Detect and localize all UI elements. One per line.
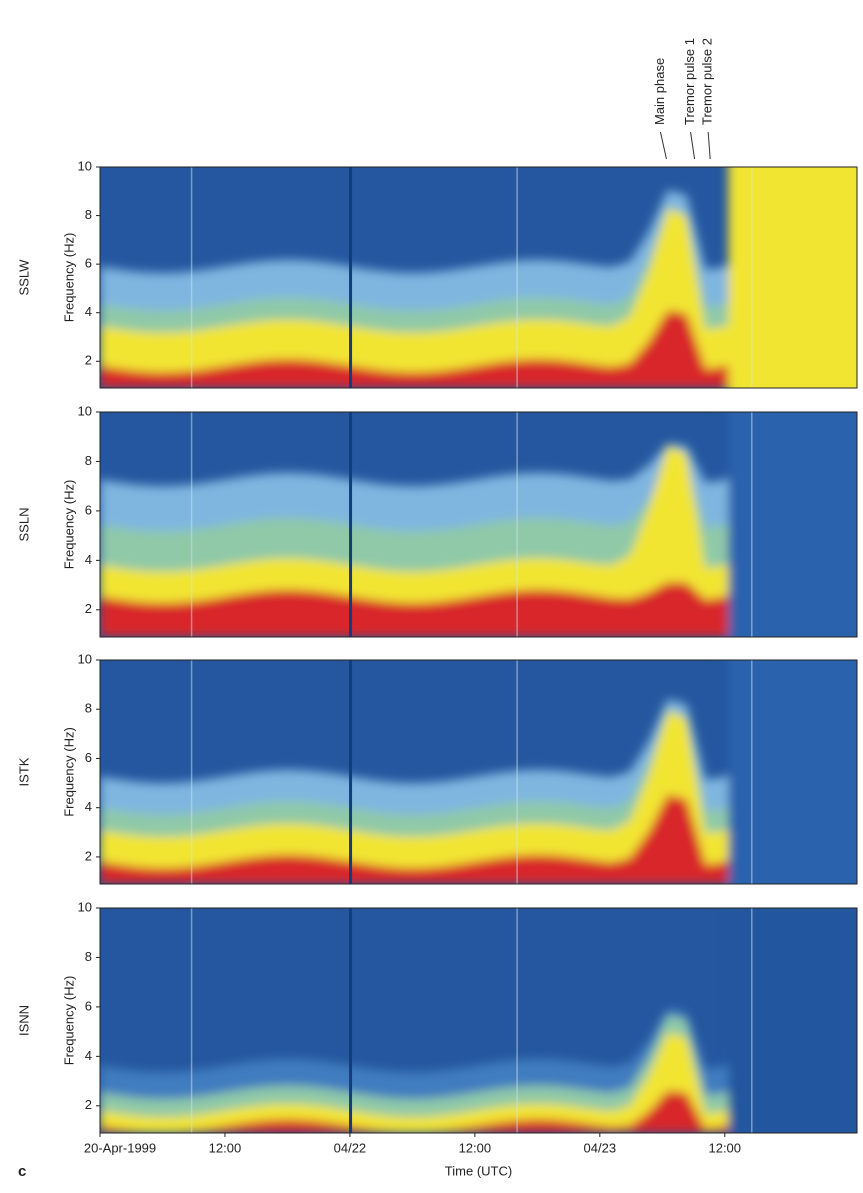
y-tick-label: 10 [78,158,92,173]
y-tick-label: 4 [85,552,92,567]
y-tick-label: 6 [85,256,92,271]
station-label: SSLW [16,259,31,296]
spectrogram-band [100,582,857,637]
spectrogram-texture [100,167,857,388]
x-axis-label: Time (UTC) [445,1163,512,1178]
spectrogram-streak [516,167,518,388]
spectrogram-streak [349,412,353,637]
panel-label: c [18,1163,26,1180]
spectrogram [100,908,857,1133]
spectrogram-streak [751,660,753,884]
y-axis-label: Frequency (Hz) [61,233,76,323]
y-tick-label: 6 [85,502,92,517]
spectrogram-streak [751,908,753,1133]
x-tick-label: 04/22 [334,1140,367,1155]
y-axis-label: Frequency (Hz) [61,480,76,570]
spectrogram-streak [751,167,753,388]
y-tick-label: 8 [85,949,92,964]
y-tick-label: 8 [85,207,92,222]
frame [99,659,858,885]
y-tick-label: 10 [78,403,92,418]
y-tick-label: 2 [85,601,92,616]
spectrogram-late [728,167,857,388]
y-axis-label: Frequency (Hz) [61,976,76,1066]
annotation: Tremor pulse 2 [700,38,715,125]
y-tick-label: 6 [85,750,92,765]
spectrogram-streak [516,908,518,1133]
spectrogram-streak [349,167,353,388]
spectrogram-band [100,1090,857,1133]
spectrogram-streak [349,908,353,1133]
y-tick-label: 2 [85,353,92,368]
x-tick-label: 12:00 [708,1140,741,1155]
y-tick-label: 10 [78,899,92,914]
y-tick-label: 4 [85,1048,92,1063]
y-tick-label: 2 [85,848,92,863]
spectrogram-band [100,310,857,388]
annotation-line [707,131,711,160]
x-tick-label: 20-Apr-1999 [84,1140,156,1155]
annotation: Tremor pulse 1 [682,38,697,125]
spectrogram-streak [190,167,193,388]
station-label: SSLN [16,508,31,542]
y-tick-label: 10 [78,651,92,666]
spectrogram-streak [516,412,518,637]
y-axis-label: Frequency (Hz) [61,727,76,817]
frame [99,907,858,1134]
spectrogram [100,412,857,637]
spectrogram-texture [100,660,857,884]
spectrogram [100,660,857,884]
annotation: Main phase [652,58,667,125]
annotation-line [690,131,696,160]
spectrogram-streak [190,412,193,637]
frame [99,166,858,389]
station-label: ISNN [16,1005,31,1036]
spectrogram-streak [190,660,193,884]
spectrogram-texture [100,412,857,637]
y-tick-label: 4 [85,304,92,319]
spectrogram [100,167,857,388]
annotation-line [659,131,667,160]
spectrogram-streak [516,660,518,884]
frame [99,411,858,638]
spectrogram-streak [349,660,353,884]
spectrogram-late [728,412,857,637]
spectrogram-texture [100,908,857,1133]
spectrogram-late [728,908,857,1133]
y-tick-label: 8 [85,453,92,468]
x-tick-label: 04/23 [584,1140,617,1155]
spectrogram-streak [190,908,193,1133]
x-tick-label: 12:00 [209,1140,242,1155]
y-tick-label: 2 [85,1097,92,1112]
spectrogram-late [728,660,857,884]
y-tick-label: 8 [85,701,92,716]
station-label: ISTK [16,757,31,786]
y-tick-label: 6 [85,998,92,1013]
spectrogram-band [100,794,857,884]
y-tick-label: 4 [85,799,92,814]
spectrogram-streak [751,412,753,637]
x-tick-label: 12:00 [459,1140,492,1155]
